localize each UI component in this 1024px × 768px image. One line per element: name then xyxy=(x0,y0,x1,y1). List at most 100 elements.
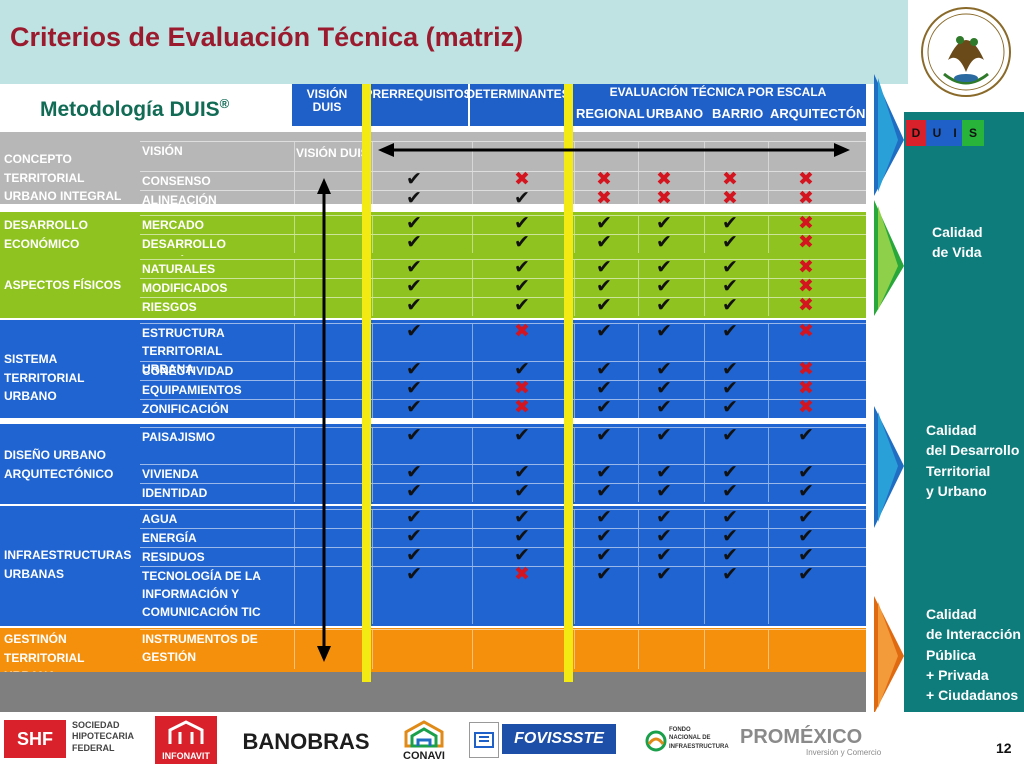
matrix-cell xyxy=(638,381,702,399)
check-mark-icon: ✔ xyxy=(514,424,530,446)
shf-logo-text: SHF xyxy=(17,728,53,749)
title-bar xyxy=(0,0,908,84)
matrix-cell xyxy=(638,362,702,380)
fonadin-line-3: INFRAESTRUCTURA xyxy=(669,743,729,750)
matrix-cell xyxy=(638,172,702,190)
cross-mark-icon: ✖ xyxy=(798,212,814,234)
slide-title: Criterios de Evaluación Técnica (matriz) xyxy=(10,22,524,52)
matrix-cell xyxy=(768,567,864,624)
category-label-line: INFRAESTRUCTURAS xyxy=(4,548,132,562)
criterion-label-line: NATURALES xyxy=(142,262,216,276)
category-label-line: URBANO xyxy=(4,389,57,404)
header-vision-label: VISIÓN DUIS xyxy=(306,87,348,115)
matrix-cell xyxy=(294,260,360,278)
row-separator xyxy=(140,141,866,142)
matrix-cell xyxy=(768,362,864,380)
check-mark-icon: ✔ xyxy=(722,212,738,234)
check-mark-icon: ✔ xyxy=(406,168,422,190)
right-side-panel xyxy=(904,112,1024,712)
category-label-line: SISTEMA TERRITORIAL xyxy=(4,352,85,385)
row-separator xyxy=(140,528,866,529)
check-mark-icon: ✔ xyxy=(656,256,672,278)
matrix-cell xyxy=(704,172,766,190)
matrix-cell xyxy=(372,216,468,234)
matrix-cell xyxy=(294,279,360,297)
matrix-cell xyxy=(294,465,360,483)
matrix-cell xyxy=(294,428,360,464)
cross-mark-icon: ✖ xyxy=(798,187,814,209)
check-mark-icon: ✔ xyxy=(596,275,612,297)
matrix-cell xyxy=(768,465,864,483)
matrix-cell xyxy=(472,510,564,528)
criterion-label: EQUIPAMIENTOS xyxy=(140,381,292,399)
matrix-cell xyxy=(372,298,468,316)
conavi-house-icon xyxy=(404,720,444,748)
matrix-cell xyxy=(472,484,564,502)
side-quality-label-line: Pública xyxy=(926,646,976,663)
check-mark-icon: ✔ xyxy=(656,506,672,528)
matrix-cell xyxy=(472,400,564,418)
category-label-line: ASPECTOS FÍSICOS xyxy=(4,278,122,292)
cross-mark-icon: ✖ xyxy=(514,320,530,342)
check-mark-icon: ✔ xyxy=(656,563,672,585)
check-mark-icon: ✔ xyxy=(514,275,530,297)
matrix-cell xyxy=(372,529,468,547)
shf-logo-lines: SOCIEDAD HIPOTECARIA FEDERAL xyxy=(72,720,134,754)
infonavit-logo: INFONAVIT xyxy=(155,716,217,764)
side-quality-label-line: + Ciudadanos xyxy=(926,687,1019,704)
check-mark-icon: ✔ xyxy=(596,461,612,483)
criterion-label: VISIÓN xyxy=(140,142,292,160)
check-mark-icon: ✔ xyxy=(406,212,422,234)
side-quality-label-line: + Privada xyxy=(926,666,989,683)
matrix-cell xyxy=(574,630,636,669)
matrix-cell xyxy=(574,279,636,297)
check-mark-icon: ✔ xyxy=(722,294,738,316)
row-separator xyxy=(140,215,866,216)
row-separator xyxy=(140,427,866,428)
check-mark-icon: ✔ xyxy=(656,231,672,253)
check-mark-icon: ✔ xyxy=(596,358,612,380)
check-mark-icon: ✔ xyxy=(596,563,612,585)
matrix-cell xyxy=(372,428,468,464)
cross-mark-icon: ✖ xyxy=(798,294,814,316)
criterion-label-line: INFORMACIÓN Y xyxy=(142,587,240,601)
row-separator xyxy=(140,566,866,567)
cross-mark-icon: ✖ xyxy=(514,396,530,418)
criterion-label: RESIDUOS xyxy=(140,548,292,566)
check-mark-icon: ✔ xyxy=(596,396,612,418)
matrix-cell xyxy=(768,216,864,234)
criterion-label: INSTRUMENTOS DE GESTIÓN xyxy=(140,630,292,666)
check-mark-icon: ✔ xyxy=(514,187,530,209)
matrix-cell xyxy=(294,529,360,547)
check-mark-icon: ✔ xyxy=(798,461,814,483)
promexico-logo-text: PROMÉXICO xyxy=(740,726,863,748)
matrix-cell xyxy=(768,510,864,528)
matrix-cell xyxy=(472,548,564,566)
matrix-cell xyxy=(294,548,360,566)
matrix-cell xyxy=(704,548,766,566)
check-mark-icon: ✔ xyxy=(722,424,738,446)
matrix-cell xyxy=(472,172,564,190)
cross-mark-icon: ✖ xyxy=(514,168,530,190)
matrix-cell xyxy=(294,400,360,418)
side-quality-label-line: Calidad xyxy=(926,606,977,622)
scale-label-3: BARRIO xyxy=(712,106,764,121)
header-evaluacion: EVALUACIÓN TÉCNICA POR ESCALA xyxy=(570,84,866,126)
matrix-cell xyxy=(574,260,636,278)
matrix-cell xyxy=(768,529,864,547)
fonadin-line-2: NACIONAL DE xyxy=(669,735,711,742)
cross-mark-icon: ✖ xyxy=(596,187,612,209)
check-mark-icon: ✔ xyxy=(406,461,422,483)
criterion-label: CONSENSO xyxy=(140,172,292,190)
category-label-line: GESTINÓN TERRITORIAL xyxy=(4,632,85,665)
check-mark-icon: ✔ xyxy=(514,480,530,502)
matrix-cell xyxy=(472,529,564,547)
matrix-cell xyxy=(704,362,766,380)
duis-letter-i: I xyxy=(948,120,962,146)
row-separator xyxy=(140,361,866,362)
criterion-label-line: RESIDUOS xyxy=(142,550,205,564)
matrix-cell xyxy=(768,484,864,502)
check-mark-icon: ✔ xyxy=(656,212,672,234)
check-mark-icon: ✔ xyxy=(722,275,738,297)
